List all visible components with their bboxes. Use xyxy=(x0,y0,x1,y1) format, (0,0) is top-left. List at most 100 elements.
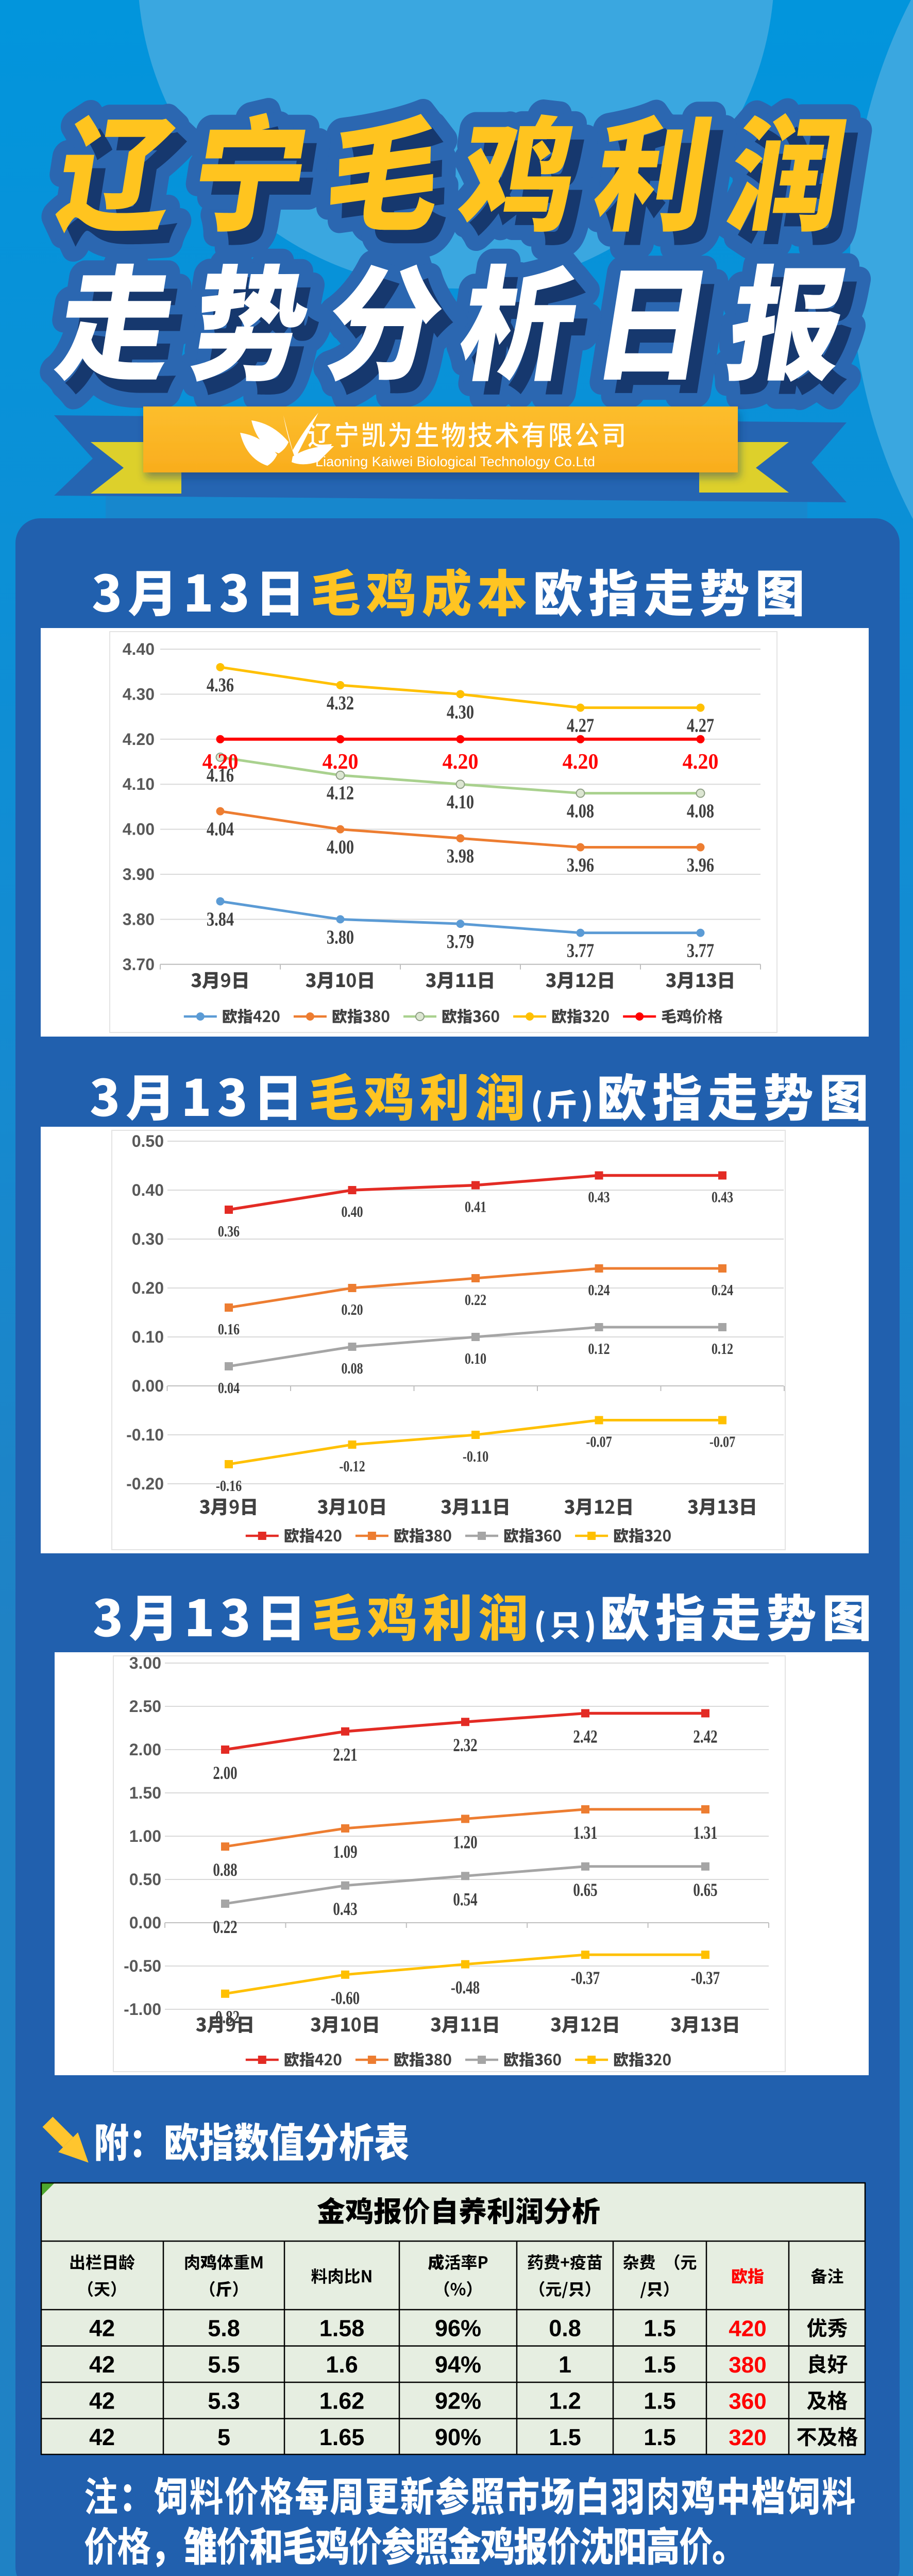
svg-text:5.8: 5.8 xyxy=(208,2315,240,2341)
svg-text:3.79: 3.79 xyxy=(447,931,474,953)
svg-text:2.00: 2.00 xyxy=(129,1740,161,1759)
svg-text:2.42: 2.42 xyxy=(573,1726,597,1747)
svg-text:-0.10: -0.10 xyxy=(126,1426,164,1444)
svg-text:4.16: 4.16 xyxy=(207,765,234,786)
svg-text:2.21: 2.21 xyxy=(333,1744,357,1765)
svg-text:0.04: 0.04 xyxy=(218,1379,240,1397)
svg-text:0.50: 0.50 xyxy=(132,1132,164,1150)
svg-text:0.00: 0.00 xyxy=(132,1377,164,1395)
svg-text:0.30: 0.30 xyxy=(132,1230,164,1248)
svg-text:1.65: 1.65 xyxy=(319,2424,365,2450)
svg-text:320: 320 xyxy=(729,2425,766,2450)
svg-text:-0.10: -0.10 xyxy=(463,1448,488,1466)
svg-text:0.16: 0.16 xyxy=(218,1320,240,1338)
svg-text:4.32: 4.32 xyxy=(327,692,354,714)
svg-text:0.10: 0.10 xyxy=(465,1350,486,1368)
svg-text:-1.00: -1.00 xyxy=(124,2000,161,2019)
svg-text:4.20: 4.20 xyxy=(202,749,239,773)
svg-text:1.5: 1.5 xyxy=(549,2424,581,2450)
svg-text:4.20: 4.20 xyxy=(323,749,359,773)
svg-text:0.65: 0.65 xyxy=(693,1879,717,1900)
svg-text:1: 1 xyxy=(559,2351,571,2378)
svg-text:42: 42 xyxy=(89,2315,115,2341)
svg-text:-0.16: -0.16 xyxy=(216,1477,242,1495)
svg-text:-0.60: -0.60 xyxy=(331,1988,360,2008)
svg-text:-0.07: -0.07 xyxy=(586,1433,612,1451)
svg-text:2.50: 2.50 xyxy=(129,1697,161,1716)
svg-text:2.42: 2.42 xyxy=(693,1726,717,1747)
svg-text:42: 42 xyxy=(89,2424,115,2450)
svg-text:1.5: 1.5 xyxy=(644,2424,676,2450)
svg-text:420: 420 xyxy=(729,2316,766,2341)
svg-text:3.84: 3.84 xyxy=(207,908,234,930)
svg-text:4.20: 4.20 xyxy=(443,749,479,773)
svg-text:3.90: 3.90 xyxy=(123,865,155,884)
svg-text:-0.48: -0.48 xyxy=(451,1977,480,1998)
svg-text:3.96: 3.96 xyxy=(687,854,714,876)
svg-text:4.10: 4.10 xyxy=(123,775,155,793)
svg-text:0.10: 0.10 xyxy=(132,1328,164,1346)
svg-text:-0.20: -0.20 xyxy=(126,1475,164,1493)
svg-text:1.50: 1.50 xyxy=(129,1784,161,1802)
svg-text:4.04: 4.04 xyxy=(207,819,234,840)
svg-text:4.20: 4.20 xyxy=(683,749,719,773)
svg-text:1.31: 1.31 xyxy=(573,1822,597,1843)
svg-text:3.98: 3.98 xyxy=(447,845,474,867)
svg-text:1.2: 1.2 xyxy=(549,2387,581,2414)
svg-text:-0.50: -0.50 xyxy=(124,1957,161,1975)
svg-text:0.08: 0.08 xyxy=(341,1360,363,1378)
svg-text:3.00: 3.00 xyxy=(129,1654,161,1672)
svg-text:3.80: 3.80 xyxy=(327,926,354,948)
svg-text:0.54: 0.54 xyxy=(453,1889,477,1910)
svg-text:4.30: 4.30 xyxy=(447,701,474,723)
svg-text:360: 360 xyxy=(729,2388,766,2414)
svg-text:4.40: 4.40 xyxy=(123,640,155,658)
svg-text:4.27: 4.27 xyxy=(567,715,594,736)
svg-text:4.12: 4.12 xyxy=(327,783,354,804)
svg-text:2.00: 2.00 xyxy=(213,1762,237,1783)
svg-text:1.5: 1.5 xyxy=(644,2387,676,2414)
svg-text:1.62: 1.62 xyxy=(319,2387,365,2414)
svg-text:94%: 94% xyxy=(435,2351,481,2378)
svg-text:-0.37: -0.37 xyxy=(691,1968,720,1988)
svg-text:90%: 90% xyxy=(435,2424,481,2450)
svg-text:1.6: 1.6 xyxy=(326,2351,358,2378)
svg-text:4.20: 4.20 xyxy=(563,749,599,773)
svg-text:0.88: 0.88 xyxy=(213,1859,237,1880)
svg-text:1.58: 1.58 xyxy=(319,2315,365,2341)
svg-text:-0.07: -0.07 xyxy=(709,1433,735,1451)
svg-text:1.31: 1.31 xyxy=(693,1822,717,1843)
svg-text:0.65: 0.65 xyxy=(573,1879,597,1900)
svg-text:0.20: 0.20 xyxy=(341,1301,363,1319)
svg-text:0.40: 0.40 xyxy=(341,1203,363,1221)
svg-text:1.5: 1.5 xyxy=(644,2315,676,2341)
svg-text:0.12: 0.12 xyxy=(712,1340,733,1358)
svg-text:4.36: 4.36 xyxy=(207,674,234,696)
svg-text:3.70: 3.70 xyxy=(123,955,155,974)
svg-text:3.77: 3.77 xyxy=(567,940,594,961)
svg-text:4.08: 4.08 xyxy=(687,801,714,822)
svg-text:0.8: 0.8 xyxy=(549,2315,581,2341)
svg-text:42: 42 xyxy=(89,2387,115,2414)
svg-text:380: 380 xyxy=(729,2352,766,2378)
svg-text:3.96: 3.96 xyxy=(567,854,594,876)
svg-text:2.32: 2.32 xyxy=(453,1735,477,1756)
svg-text:4.10: 4.10 xyxy=(447,791,474,813)
svg-text:0.22: 0.22 xyxy=(465,1291,486,1309)
svg-text:Liaoning Kaiwei Biological Tec: Liaoning Kaiwei Biological Technology Co… xyxy=(315,454,595,469)
svg-text:-0.12: -0.12 xyxy=(339,1458,365,1476)
svg-text:0.43: 0.43 xyxy=(712,1189,733,1207)
svg-text:5.5: 5.5 xyxy=(208,2351,240,2378)
svg-text:0.12: 0.12 xyxy=(588,1340,610,1358)
svg-text:1.09: 1.09 xyxy=(333,1841,357,1862)
svg-text:0.22: 0.22 xyxy=(213,1917,237,1937)
svg-text:-0.37: -0.37 xyxy=(571,1968,600,1988)
svg-text:4.27: 4.27 xyxy=(687,715,714,736)
svg-text:0.43: 0.43 xyxy=(588,1189,610,1207)
svg-text:3.80: 3.80 xyxy=(123,910,155,928)
svg-text:1.20: 1.20 xyxy=(453,1832,477,1853)
svg-text:5.3: 5.3 xyxy=(208,2387,240,2414)
svg-text:0.24: 0.24 xyxy=(588,1281,610,1299)
svg-text:4.00: 4.00 xyxy=(123,820,155,839)
svg-text:4.20: 4.20 xyxy=(123,730,155,749)
